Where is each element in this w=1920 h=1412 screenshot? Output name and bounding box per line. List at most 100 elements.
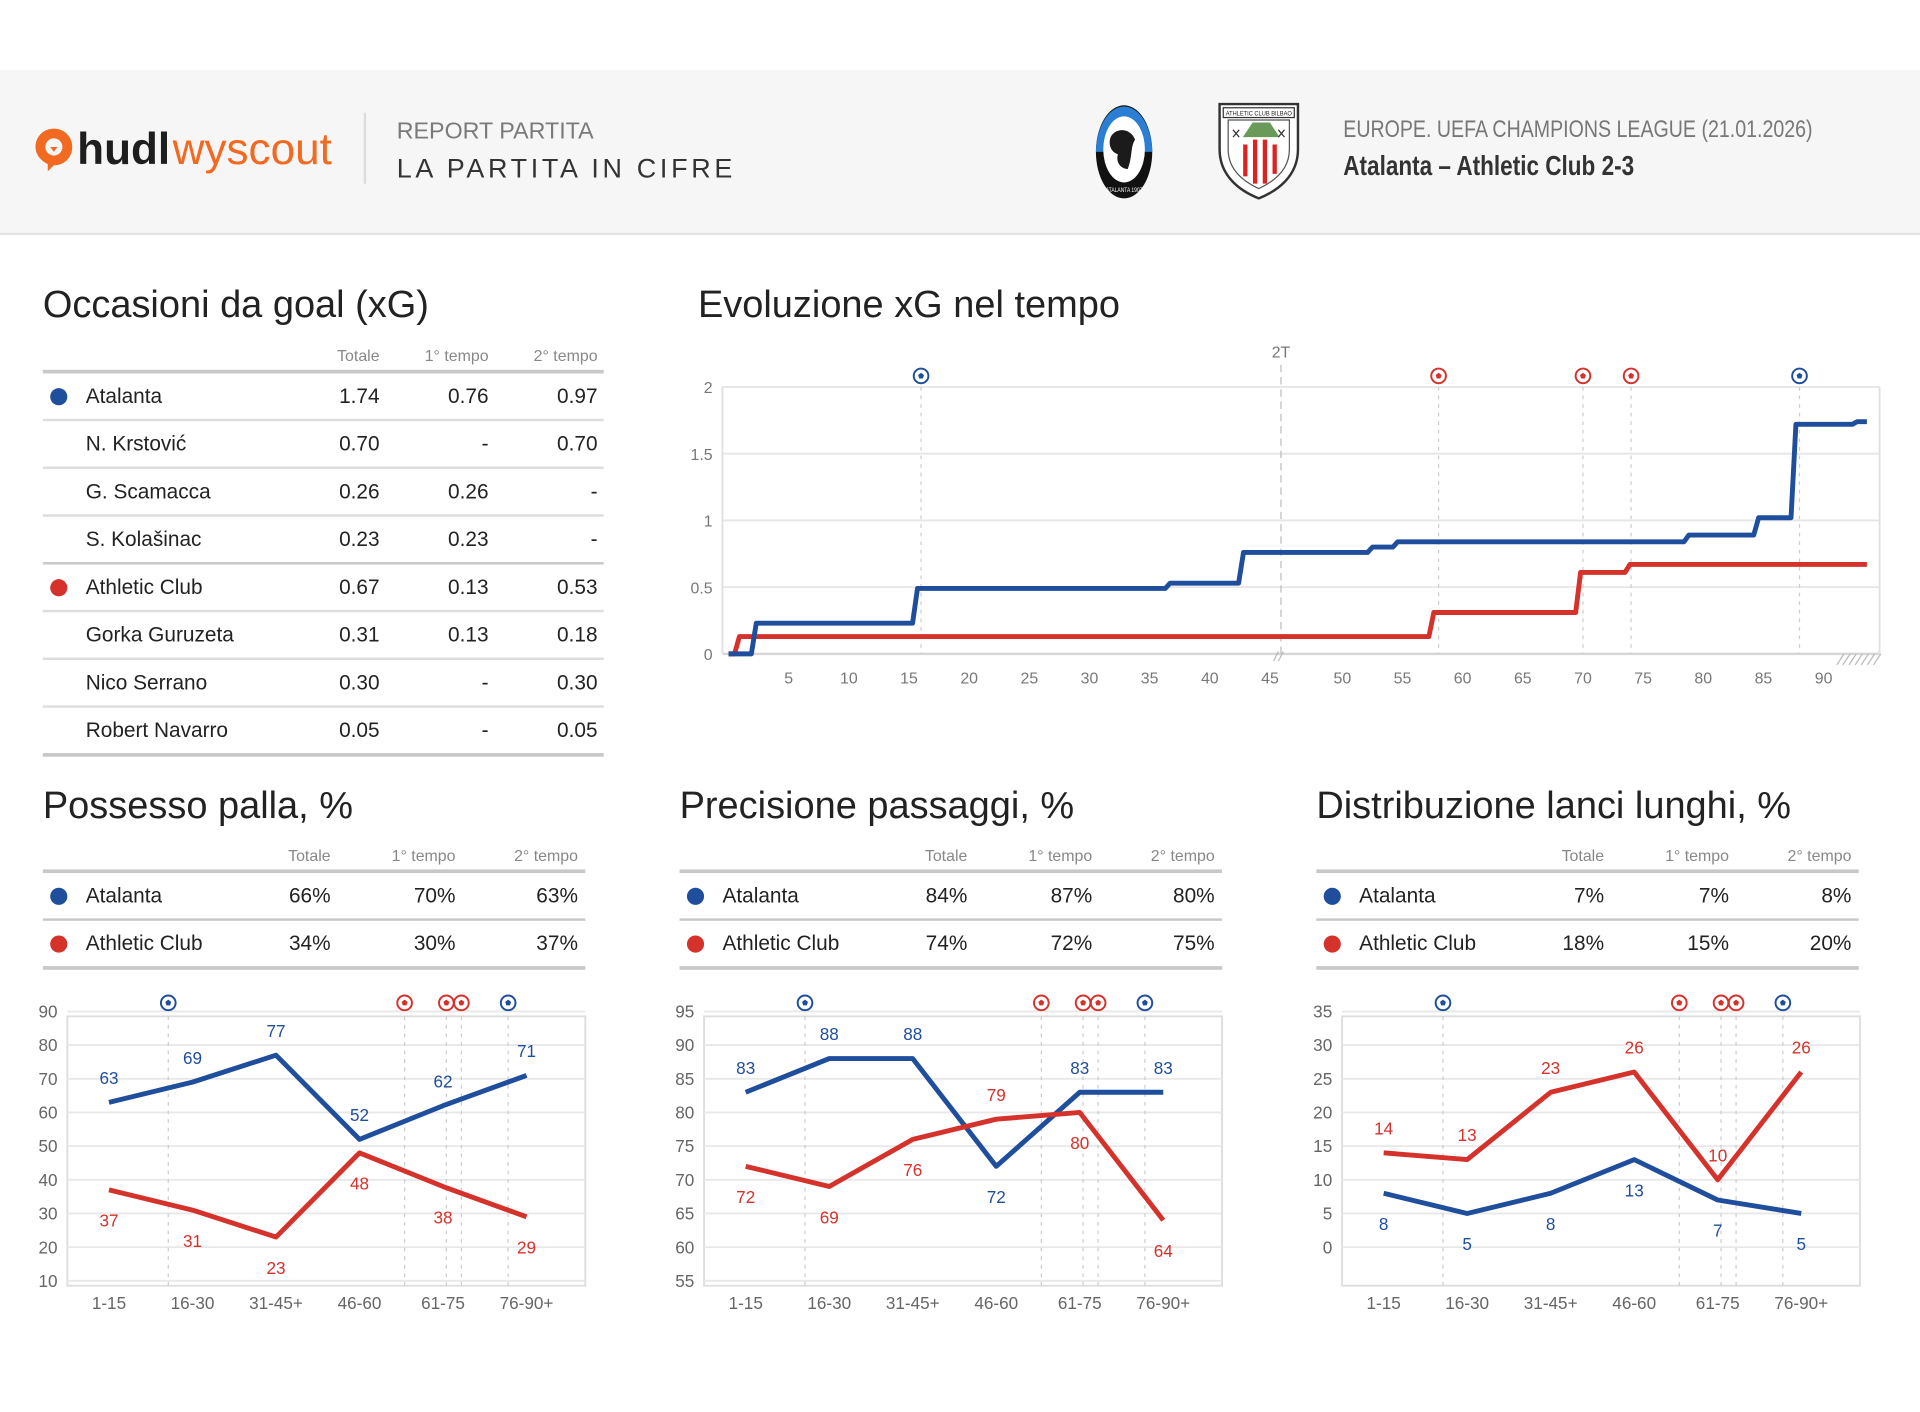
report-title: LA PARTITA IN CIFRE <box>396 153 736 184</box>
row-name-cell: Atalanta <box>43 384 270 408</box>
value-cell: 80% <box>1173 883 1215 907</box>
series-line-atalanta <box>108 1052 528 1142</box>
passing-accuracy-title: Precisione passaggi, % <box>679 783 1075 827</box>
row-name-cell: Robert Navarro <box>43 718 270 742</box>
y-tick-label: 60 <box>38 1103 57 1123</box>
row-name-cell: Atalanta <box>43 883 221 907</box>
x-tick-label: 65 <box>1514 670 1532 687</box>
x-tick-label: 30 <box>1081 670 1099 687</box>
value-cell: 0.53 <box>557 574 598 599</box>
y-tick-label: 35 <box>1313 1002 1332 1022</box>
x-tick-label: 16-30 <box>1445 1293 1489 1313</box>
x-tick-label: 75 <box>1634 670 1652 687</box>
value-cell: 70% <box>413 883 456 907</box>
half-time-label: 2T <box>1272 345 1291 362</box>
player-name: Nico Serrano <box>85 670 208 694</box>
player-row: S. Kolašinac 0.23 0.23 - <box>42 514 604 562</box>
value-cell: 84% <box>925 883 968 907</box>
x-tick-label: 20 <box>960 670 978 687</box>
player-name: G. Scamacca <box>85 479 211 503</box>
team-row: Athletic Club 74% 72% 75% <box>679 918 1223 970</box>
goal-ball-icon <box>499 994 517 1012</box>
value-cell: 74% <box>925 931 968 955</box>
data-label: 83 <box>736 1058 755 1078</box>
atalanta-crest-text: ATALANTA 1907 <box>1106 187 1143 194</box>
match-result: Atalanta – Athletic Club 2-3 <box>1343 149 1635 182</box>
y-tick-label: 30 <box>38 1204 57 1224</box>
team-color-dot <box>50 887 68 905</box>
hatch-mark <box>1848 653 1857 666</box>
team-name: Atalanta <box>85 883 163 907</box>
value-cell: 0.26 <box>448 479 489 503</box>
player-name: N. Krstović <box>85 431 187 455</box>
x-tick-label: 31-45+ <box>249 1293 303 1313</box>
x-tick-label: 1-15 <box>92 1293 126 1313</box>
row-name-cell: G. Scamacca <box>43 479 270 503</box>
value-cell: 30% <box>413 931 456 955</box>
possession-title: Possesso palla, % <box>42 783 354 827</box>
data-label: 14 <box>1374 1118 1394 1138</box>
y-tick-label: 85 <box>675 1069 694 1089</box>
column-header: 2° tempo <box>1150 845 1215 864</box>
row-name-cell: S. Kolašinac <box>43 527 270 551</box>
series-line-atalanta <box>744 1056 1164 1169</box>
x-tick-label: 90 <box>1815 670 1833 687</box>
goal-ball-icon <box>1712 994 1730 1012</box>
y-tick-label: 60 <box>675 1237 694 1257</box>
goal-ball-icon <box>796 994 814 1012</box>
value-cell: 63% <box>536 883 578 907</box>
series-line-athletic <box>745 1110 1166 1222</box>
value-cell: 15% <box>1687 931 1729 955</box>
x-tick-label: 76-90+ <box>1774 1293 1828 1313</box>
goal-ball-icon <box>1774 994 1792 1012</box>
goal-ball-icon <box>1574 367 1592 385</box>
value-cell: - <box>590 527 598 551</box>
x-tick-label: 16-30 <box>807 1293 851 1313</box>
team-color-dot <box>1323 887 1341 905</box>
team-row: Athletic Club 18% 15% 20% <box>1316 918 1859 970</box>
row-name-cell: Gorka Guruzeta <box>43 623 270 647</box>
team-row: Atalanta 84% 87% 80% <box>679 869 1223 918</box>
data-label: 63 <box>99 1068 118 1088</box>
x-tick-label: 15 <box>900 670 918 687</box>
y-tick-label: 10 <box>1313 1170 1332 1190</box>
column-header: Totale <box>1561 845 1605 864</box>
data-label: 80 <box>1070 1133 1089 1153</box>
y-tick-label: 0.5 <box>691 580 713 597</box>
y-tick-label: 70 <box>675 1170 694 1190</box>
hatch-mark <box>1836 653 1845 666</box>
team-row: Athletic Club 34% 30% 37% <box>42 918 586 970</box>
table-header: Totale 1° tempo 2° tempo <box>680 840 1222 869</box>
competition-label: EUROPE. UEFA CHAMPIONS LEAGUE (21.01.202… <box>1343 116 1813 144</box>
data-label: 26 <box>1792 1038 1811 1058</box>
team-name: Atalanta <box>85 383 163 408</box>
data-label: 69 <box>820 1207 839 1227</box>
y-tick-label: 95 <box>675 1002 694 1022</box>
x-tick-label: 61-75 <box>1058 1293 1102 1313</box>
data-label: 71 <box>517 1041 536 1061</box>
row-name-cell: Athletic Club <box>1316 931 1494 955</box>
team-row: Athletic Club 0.67 0.13 0.53 <box>42 562 604 610</box>
goal-ball-icon <box>1727 994 1745 1012</box>
player-row: N. Krstović 0.70 - 0.70 <box>42 418 604 467</box>
hatch-mark <box>1860 653 1870 666</box>
axis-break-mark <box>1272 651 1279 662</box>
goal-ball-icon <box>1434 994 1452 1012</box>
xg-table-title: Occasioni da goal (xG) <box>42 282 429 326</box>
y-tick-label: 1.5 <box>691 447 713 464</box>
passing-accuracy-table: Totale 1° tempo 2° tempo Atalanta 84% 87% 80% A… <box>679 840 1223 970</box>
value-cell: - <box>481 718 489 742</box>
plot-frame <box>1341 1015 1861 1287</box>
header-divider <box>363 112 367 184</box>
row-name-cell: N. Krstović <box>43 432 270 456</box>
data-label: 8 <box>1546 1214 1556 1234</box>
goal-ball-icon <box>159 994 177 1012</box>
row-name-cell: Athletic Club <box>680 931 858 955</box>
goal-ball-icon <box>453 994 470 1012</box>
team-row: Atalanta 7% 7% 8% <box>1316 869 1859 918</box>
value-cell: 0.31 <box>339 622 380 646</box>
value-cell: 1.74 <box>339 383 380 408</box>
data-label: 5 <box>1462 1234 1472 1254</box>
long-balls-title: Distribuzione lanci lunghi, % <box>1316 783 1792 827</box>
y-tick-label: 75 <box>675 1136 694 1156</box>
